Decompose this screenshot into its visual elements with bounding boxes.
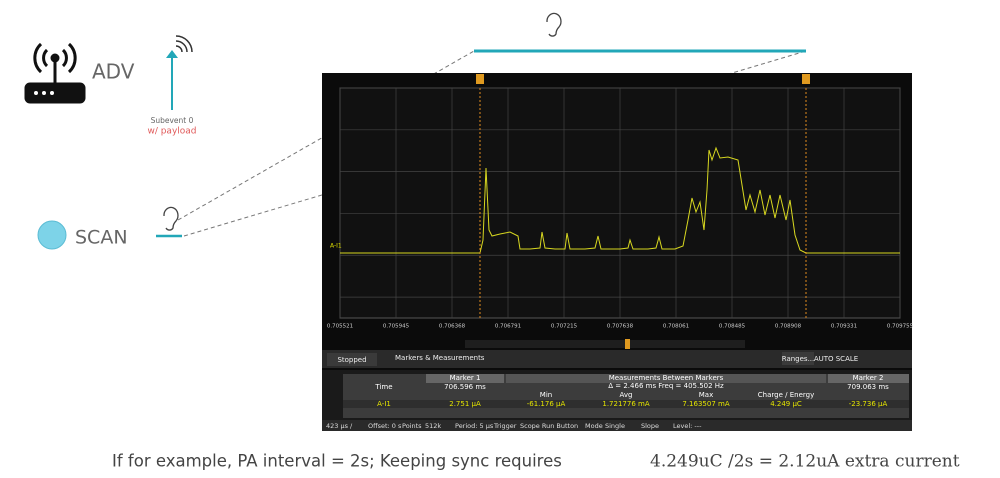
cell: Marker 1 (450, 374, 481, 382)
cell: Δ = 2.466 ms Freq = 405.502 Hz (608, 382, 724, 390)
cell: 1.721776 mA (602, 400, 649, 408)
x-tick-label: 0.707638 (607, 324, 634, 330)
level: Level: --- (673, 422, 702, 430)
scrollbar[interactable] (465, 340, 745, 348)
channel-label: A-I1 (330, 243, 342, 250)
cell: Max (699, 391, 713, 399)
cell: Marker 2 (853, 374, 884, 382)
trace (340, 146, 900, 254)
cell: Measurements Between Markers (609, 374, 724, 382)
ranges[interactable]: Ranges... (782, 355, 815, 363)
x-tick-label: 0.705521 (327, 324, 353, 330)
range[interactable]: 423 µs / (326, 422, 353, 430)
x-tick-label: 0.709755 (887, 324, 914, 330)
offset: Offset: 0 s (368, 422, 402, 430)
period: Period: 5 µs (455, 422, 494, 430)
cell: 4.249 µC (770, 400, 802, 408)
cell: 2.751 µA (449, 400, 481, 408)
arrow-head (166, 50, 178, 58)
bottom-bar (322, 420, 912, 431)
x-tick-label: 0.705945 (383, 324, 410, 330)
adv-label: ADV (92, 60, 135, 84)
marker-1-flag (476, 74, 484, 84)
points[interactable]: 512k (425, 422, 441, 430)
toolbar (322, 350, 912, 368)
x-tick-label: 0.708908 (775, 324, 802, 330)
scan-label: SCAN (75, 227, 128, 249)
scan-dot (37, 220, 67, 250)
wifi-icon (175, 35, 193, 53)
payload-label: w/ payload (147, 127, 196, 137)
caption: If for example, PA interval = 2s; Keepin… (112, 452, 562, 471)
trigger[interactable]: Scope Run Button (520, 422, 578, 430)
status-tab[interactable] (327, 353, 377, 366)
x-tick-label: 0.708061 (663, 324, 689, 330)
cell: -23.736 µA (849, 400, 888, 408)
ear-icon (163, 206, 179, 231)
x-tick-label: 0.709331 (831, 324, 857, 330)
slope-label: Slope (641, 422, 659, 430)
auto-scale[interactable]: AUTO SCALE (814, 355, 858, 363)
trigger-label: Trigger (493, 422, 517, 430)
cell: Charge / Energy (758, 391, 814, 399)
points-label: Points (402, 422, 422, 430)
x-tick-label: 0.708485 (719, 324, 746, 330)
cell: A-I1 (377, 400, 391, 408)
cell: Time (374, 383, 392, 391)
marker-2-flag (802, 74, 810, 84)
ranges-button[interactable] (782, 352, 814, 365)
x-tick-label: 0.706791 (495, 324, 521, 330)
subevent-label: Subevent 0 (151, 116, 194, 125)
cell: Avg (620, 391, 633, 399)
cell: Min (540, 391, 552, 399)
ear-icon (546, 12, 562, 37)
mode[interactable]: Single (605, 422, 625, 430)
x-tick-label: 0.707215 (551, 324, 578, 330)
status: Stopped (337, 356, 366, 364)
x-tick-label: 0.706368 (439, 324, 466, 330)
router-icon (24, 42, 86, 104)
scroll-thumb[interactable] (625, 339, 630, 349)
mode-label: Mode (585, 422, 603, 430)
tab[interactable]: Markers & Measurements (395, 354, 485, 362)
cell: 7.163507 mA (682, 400, 729, 408)
cell: 709.063 ms (847, 383, 889, 391)
cell: -61.176 µA (527, 400, 566, 408)
formula: 4.249uC /2s = 2.12uA extra current (650, 452, 960, 472)
cell: 706.596 ms (444, 383, 486, 391)
